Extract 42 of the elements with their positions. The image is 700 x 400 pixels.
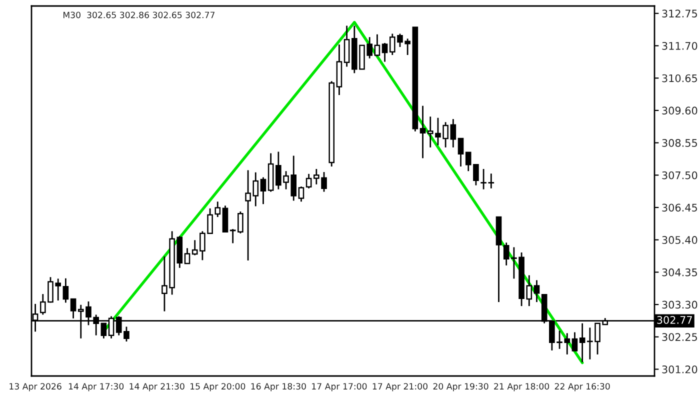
- candlestick: [374, 34, 380, 57]
- candlestick: [420, 105, 426, 159]
- x-tick-label: 22 Apr 16:30: [554, 383, 610, 392]
- candlestick: [306, 173, 312, 190]
- candlestick: [62, 278, 69, 304]
- x-tick-label: 13 Apr 2026: [10, 383, 62, 392]
- y-tick-label: 304.35: [662, 268, 697, 276]
- candlestick: [238, 210, 244, 234]
- x-tick-label: 14 Apr 17:30: [68, 383, 124, 392]
- candlestick: [214, 200, 221, 218]
- candlestick: [298, 186, 304, 202]
- y-tick-label: 303.30: [662, 300, 698, 309]
- y-tick-label: 309.60: [662, 106, 698, 115]
- y-tick-label: 308.55: [662, 139, 697, 147]
- candlestick: [184, 247, 190, 265]
- candlestick: [222, 204, 228, 234]
- x-tick-label: 15 Apr 20:00: [190, 383, 246, 392]
- text: M30 302.65 302.86 302.65 302.77: [63, 12, 215, 18]
- y-tick-label: 312.75: [662, 10, 697, 18]
- x-tick-label: 16 Apr 18:30: [251, 383, 306, 392]
- candlestick: [579, 322, 586, 363]
- candlestick: [260, 176, 266, 205]
- y-tick-label: 306.45: [662, 204, 697, 212]
- x-tick-label: 21 Apr 18:00: [494, 383, 550, 392]
- y-tick-label: 307.50: [662, 171, 698, 180]
- candlestick: [458, 138, 464, 168]
- candlestick: [382, 42, 388, 62]
- y-tick-label: 302.25: [662, 333, 697, 341]
- candlestick: [230, 228, 236, 244]
- x-tick-label: 17 Apr 17:00: [312, 383, 367, 392]
- y-tick-label: 310.65: [662, 74, 697, 82]
- candlestick: [450, 118, 456, 148]
- candlestick: [572, 332, 578, 352]
- y-tick-label: 301.20: [662, 365, 698, 374]
- ref-line-label: 302.77: [657, 316, 692, 324]
- candlestick: [344, 25, 350, 68]
- y-tick-label: 311.70: [662, 42, 698, 50]
- x-tick-label: 20 Apr 19:30: [433, 383, 488, 392]
- y-tick-label: 305.40: [662, 236, 698, 244]
- candlestick: [534, 279, 540, 303]
- x-tick-label: 17 Apr 21:00: [372, 383, 428, 392]
- x-tick-label: 14 Apr 21:30: [130, 383, 184, 392]
